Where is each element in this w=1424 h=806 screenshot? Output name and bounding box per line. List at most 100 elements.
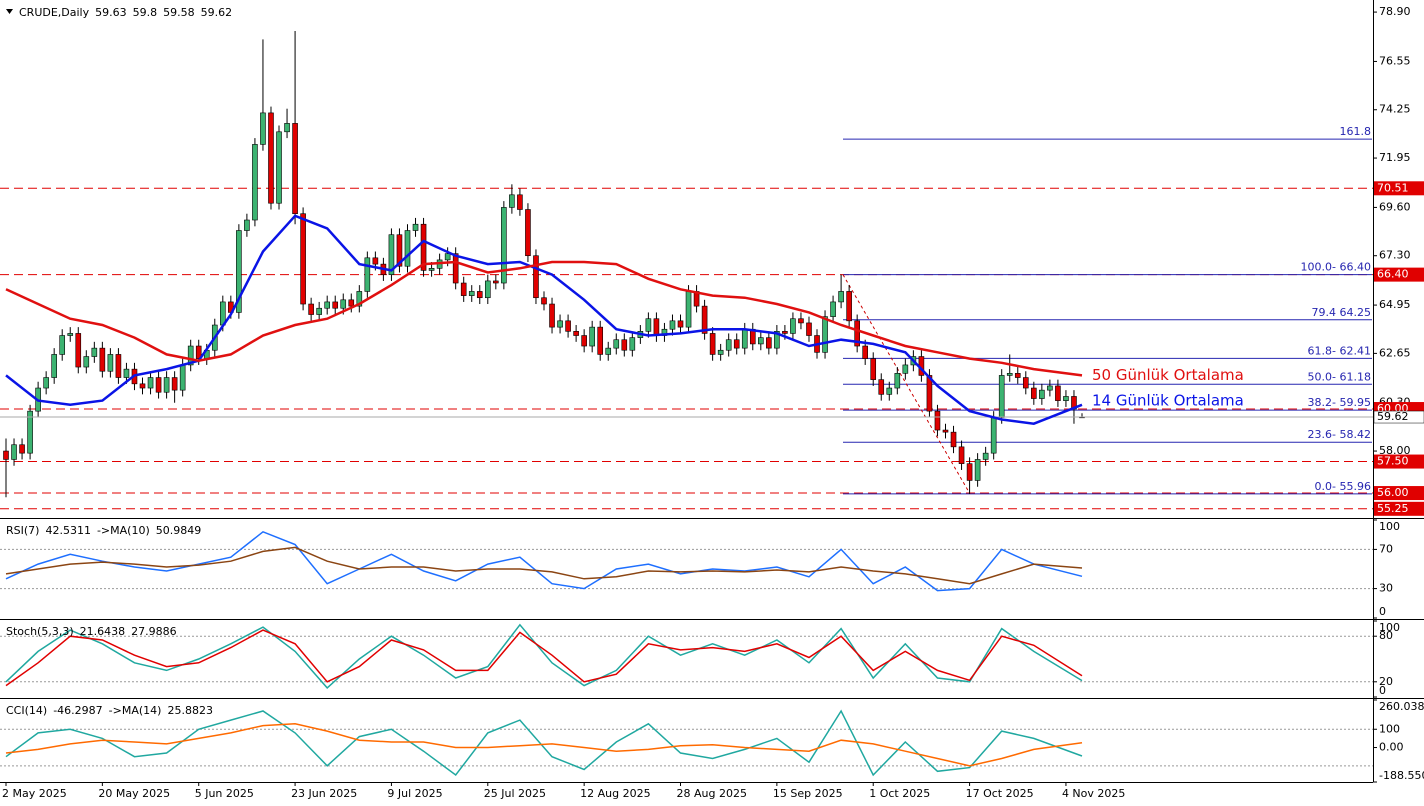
candle-body	[998, 375, 1005, 418]
candle-body	[886, 387, 893, 395]
candle-body	[653, 318, 660, 336]
series-annotation: 50 Günlük Ortalama	[1092, 366, 1244, 384]
x-tick-label: 25 Jul 2025	[484, 787, 546, 800]
level-tag	[1374, 181, 1424, 196]
candle-body	[774, 331, 780, 349]
candle-body	[284, 123, 290, 133]
candle-body	[316, 307, 322, 315]
y-tick-label: 74.25	[1379, 103, 1411, 116]
y-tick-label: 62.65	[1379, 346, 1411, 359]
candle-body	[822, 316, 828, 353]
fib-label: 23.6- 58.42	[1308, 428, 1371, 441]
candle-body	[308, 303, 314, 315]
y-tick-label: 0	[1379, 605, 1386, 618]
candle-body	[830, 301, 836, 317]
level-tag-label: 57.50	[1377, 455, 1409, 468]
y-tick-label: 30	[1379, 582, 1393, 595]
candle-body	[549, 303, 555, 328]
fib-label: 100.0- 66.40	[1301, 261, 1371, 274]
series-line	[5, 214, 1083, 425]
candle-body	[276, 131, 282, 204]
level-tag-label: 66.40	[1377, 268, 1409, 281]
candle-body	[589, 326, 595, 347]
candle-body	[1006, 373, 1013, 376]
candle-body	[187, 345, 194, 366]
candle-body	[123, 368, 130, 378]
candle-body	[605, 347, 612, 355]
candle-body	[677, 320, 684, 328]
candle-body	[990, 417, 997, 454]
candle-body	[268, 112, 274, 204]
candle-body	[67, 333, 74, 336]
candle-body	[1022, 377, 1029, 389]
candle-body	[43, 377, 49, 389]
candle-body	[766, 337, 772, 349]
candle-body	[709, 333, 716, 355]
candle-body	[236, 230, 242, 313]
y-tick-label: 0	[1379, 684, 1386, 697]
fib-label: 0.0- 55.96	[1315, 480, 1371, 493]
indicator-value: 25.8823	[167, 704, 213, 717]
y-tick-label: 78.90	[1379, 5, 1411, 18]
candle-body	[541, 297, 547, 305]
candle-body	[806, 322, 812, 336]
candle-body	[27, 410, 33, 454]
indicator-name: RSI(7)	[6, 524, 39, 537]
candle-body	[1063, 396, 1069, 401]
candle-body	[629, 337, 636, 351]
current-price-tag	[1373, 410, 1424, 424]
x-tick-label: 28 Aug 2025	[677, 787, 747, 800]
indicator-value: 27.9886	[131, 625, 177, 638]
candle-body	[324, 301, 330, 309]
candle-body	[621, 339, 628, 351]
candle-body	[444, 253, 451, 261]
x-tick-label: 23 Jun 2025	[291, 787, 357, 800]
candle-body	[1014, 373, 1021, 378]
fib-label: 50.0- 61.18	[1308, 370, 1371, 383]
candle-body	[701, 305, 708, 334]
header-value: 59.62	[201, 6, 233, 19]
candle-body	[966, 463, 973, 481]
series-line	[5, 260, 1083, 377]
header-value: 59.58	[163, 6, 195, 19]
y-tick-label: 100	[1379, 621, 1400, 634]
header-arrow	[6, 9, 13, 14]
candle-body	[19, 444, 25, 454]
candle-body	[717, 349, 724, 355]
candle-body	[1047, 385, 1053, 391]
x-tick-label: 9 Jul 2025	[387, 787, 442, 800]
candle-body	[292, 123, 298, 215]
y-tick-label: 260.038	[1379, 700, 1424, 713]
candle-body	[163, 377, 170, 393]
candle-body	[982, 452, 989, 460]
candle-body	[348, 299, 355, 307]
x-tick-label: 17 Oct 2025	[966, 787, 1034, 800]
candle-body	[139, 383, 146, 389]
y-tick-label: 69.60	[1379, 200, 1411, 213]
candle-body	[501, 207, 507, 284]
candle-body	[59, 335, 66, 355]
header-value: 59.63	[95, 6, 127, 19]
candle-body	[838, 291, 844, 303]
candle-body	[517, 194, 523, 210]
candle-body	[493, 280, 499, 284]
level-tag	[1374, 454, 1424, 469]
chart-title: CRUDE,Daily	[19, 6, 90, 19]
candle-body	[894, 373, 901, 389]
candle-body	[388, 234, 395, 275]
candle-body	[11, 444, 17, 460]
indicator-name: ->MA(10)	[97, 524, 150, 537]
candle-body	[557, 320, 563, 328]
candle-body	[3, 450, 9, 460]
y-tick-label: 0.00	[1379, 741, 1404, 754]
level-tag	[1374, 486, 1424, 501]
candle-body	[958, 446, 965, 464]
indicator-value: 21.6438	[80, 625, 126, 638]
candle-body	[356, 291, 363, 307]
candle-body	[260, 112, 266, 145]
candle-body	[509, 194, 515, 208]
candle-body	[926, 375, 933, 412]
candle-body	[934, 410, 941, 431]
